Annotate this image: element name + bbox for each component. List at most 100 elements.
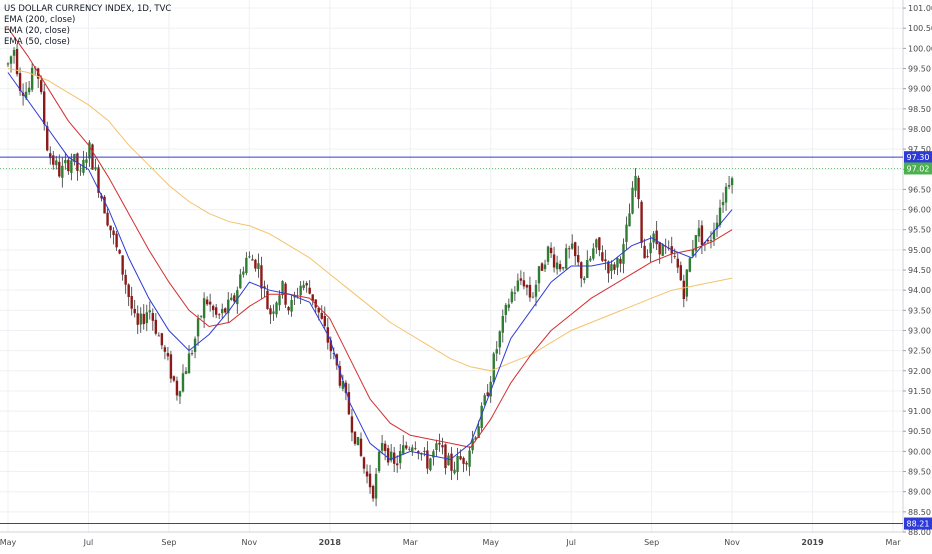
candle-body (513, 292, 517, 294)
chart-legend: US DOLLAR CURRENCY INDEX, 1D, TVC EMA (2… (4, 4, 171, 48)
y-tick-label: 92.50 (908, 347, 931, 356)
x-tick-label: Mar (885, 538, 901, 547)
candle-body (652, 233, 655, 243)
x-tick-label: Mar (403, 538, 419, 547)
candle-body (118, 249, 121, 254)
candle-body (712, 230, 716, 240)
candle-body (30, 67, 34, 90)
candle-body (386, 448, 390, 463)
candle-body (429, 458, 432, 471)
candle-body (136, 313, 139, 325)
x-tick-label: Nov (724, 538, 740, 547)
y-tick-label: 98.00 (908, 125, 931, 134)
y-tick-label: 94.00 (908, 286, 931, 295)
candle-body (24, 91, 28, 99)
candle-body (546, 246, 550, 262)
candle-body (389, 451, 393, 461)
candle-body (43, 91, 46, 125)
candle-body (622, 244, 625, 264)
price-label-box (904, 517, 932, 530)
candle-body (534, 284, 538, 297)
candle-body (459, 456, 462, 460)
candle-body (55, 160, 58, 166)
y-tick-label: 91.50 (908, 387, 931, 396)
candle-body (341, 381, 345, 389)
candle-body (308, 287, 311, 294)
candle-body (190, 353, 194, 355)
candle-body (70, 160, 73, 173)
candle-body (208, 301, 212, 305)
y-tick-label: 89.00 (908, 488, 931, 497)
x-tick-label: Jul (83, 538, 94, 547)
candle-body (211, 305, 215, 311)
candle-body (730, 178, 734, 186)
candle-body (486, 392, 489, 396)
candle-body (260, 265, 263, 289)
ema-50-line (7, 27, 733, 448)
candle-body (154, 319, 158, 334)
candle-body (130, 295, 133, 309)
candle-body (441, 445, 444, 448)
x-tick-label: May (482, 538, 499, 547)
candle-body (100, 195, 103, 199)
candle-body (567, 248, 571, 250)
candle-body (305, 283, 308, 286)
candle-body (151, 313, 155, 321)
candle-body (727, 184, 731, 187)
candle-body (380, 443, 384, 451)
candle-body (552, 254, 556, 268)
candle-body (278, 295, 281, 306)
candle-body (489, 381, 492, 397)
candle-body (395, 463, 399, 466)
candle-body (589, 258, 592, 261)
candle-body (685, 269, 689, 297)
candle-body (317, 307, 320, 313)
candle-body (314, 299, 317, 308)
candle-body (115, 233, 118, 248)
candle-body (227, 299, 230, 314)
candle-body (359, 438, 363, 456)
candle-body (673, 256, 676, 257)
candle-body (465, 462, 468, 465)
candle-body (281, 281, 284, 296)
candle-body (160, 333, 164, 346)
candle-body (121, 255, 124, 275)
candle-body (332, 353, 336, 354)
y-tick-label: 95.00 (908, 246, 931, 255)
candle-body (519, 278, 523, 281)
candle-body (634, 175, 637, 191)
candle-body (254, 259, 257, 269)
candle-body (586, 260, 589, 279)
y-tick-label: 91.00 (908, 407, 931, 416)
candle-body (214, 307, 218, 315)
candle-body (127, 284, 130, 297)
candle-body (661, 244, 664, 256)
candle-body (344, 382, 348, 393)
candle-body (718, 207, 722, 225)
candle-body (181, 373, 185, 392)
candle-body (85, 159, 88, 163)
candle-body (172, 376, 176, 381)
candle-body (462, 457, 465, 464)
candle-body (79, 170, 82, 172)
candle-body (52, 155, 55, 165)
candle-body (311, 294, 314, 301)
candle-body (453, 469, 456, 474)
candle-body (709, 240, 713, 242)
candle-body (112, 230, 115, 235)
candle-body (275, 302, 278, 315)
x-tick-label: Jul (565, 538, 576, 547)
y-tick-label: 90.50 (908, 427, 931, 436)
candle-body (196, 318, 200, 337)
candle-body (658, 242, 661, 255)
candle-body (640, 201, 643, 243)
y-tick-label: 89.50 (908, 468, 931, 477)
ema-200-line (7, 68, 733, 372)
candle-body (103, 196, 106, 214)
y-tick-label: 96.00 (908, 206, 931, 215)
candle-body (142, 313, 145, 325)
y-tick-label: 101.00 (908, 4, 932, 13)
candle-body (377, 451, 381, 472)
candle-body (36, 68, 40, 79)
